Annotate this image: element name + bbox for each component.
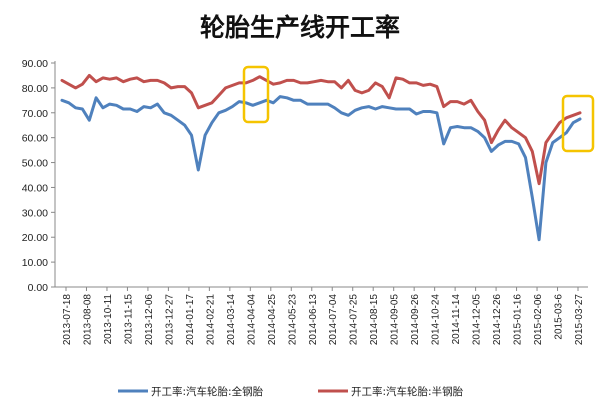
- highlight-box-march: [561, 94, 595, 153]
- x-tick-label: 2014-06-13: [308, 294, 319, 346]
- x-tick-label: 2014-03-14: [226, 294, 237, 346]
- x-tick-label: 2014-02-21: [205, 294, 216, 346]
- x-tick-label: 2014-09-05: [390, 294, 401, 346]
- x-tick-label: 2014-12-05: [472, 294, 483, 346]
- legend-label-series-1: 开工率:汽车轮胎:全钢胎: [151, 385, 264, 398]
- x-tick-label: 2013-10-11: [103, 294, 114, 345]
- y-tick-label: 80.00: [22, 83, 48, 95]
- y-tick-label: 30.00: [22, 207, 48, 219]
- x-tick-label: 2014-08-15: [369, 294, 380, 346]
- x-tick-label: 2014-10-24: [431, 294, 442, 346]
- y-tick-label: 90.00: [22, 58, 48, 70]
- chart-title: 轮胎生产线开工率: [199, 13, 400, 42]
- legend-label-series-2: 开工率:汽车轮胎:半钢胎: [351, 385, 464, 398]
- series-line-1: [60, 95, 582, 242]
- highlight-layer: [242, 65, 595, 153]
- x-tick-label: 2014-09-26: [410, 294, 421, 346]
- x-tick-label: 2013-12-27: [164, 294, 175, 346]
- x-tick-label: 2014-07-04: [328, 294, 339, 346]
- x-tick-label: 2014-11-14: [451, 294, 462, 345]
- legend: 开工率:汽车轮胎:全钢胎 开工率:汽车轮胎:半钢胎: [118, 385, 464, 398]
- y-tick-label: 0.00: [28, 282, 49, 294]
- x-tick-label: 2014-04-04: [246, 294, 257, 346]
- series-layer: [60, 73, 582, 242]
- x-tick-label: 2014-04-25: [267, 294, 278, 346]
- y-tick-label: 20.00: [22, 232, 48, 244]
- x-tick-label: 2015-02-06: [533, 294, 544, 346]
- x-tick-label: 2014-12-26: [492, 294, 503, 346]
- x-tick-label: 2013-07-18: [62, 294, 73, 346]
- x-tick-label: 2014-01-17: [185, 294, 196, 346]
- y-tick-label: 60.00: [22, 133, 48, 145]
- series-line-2: [60, 73, 582, 186]
- x-tick-label: 2013-08-08: [82, 294, 93, 346]
- y-tick-label: 50.00: [22, 158, 48, 170]
- y-tick-label: 70.00: [22, 108, 48, 120]
- x-tick-label: 2014-07-25: [349, 294, 360, 346]
- axes-layer: 0.00 10.00 20.00 30.00 40.00 50.00 60.00 70.00 8…: [22, 58, 588, 345]
- x-tick-label: 2013-12-06: [144, 294, 155, 346]
- x-tick-label: 2013-11-15: [123, 294, 134, 345]
- x-tick-label: 2014-05-23: [287, 294, 298, 346]
- y-tick-label: 40.00: [22, 182, 48, 194]
- highlight-box-april: [242, 65, 270, 124]
- y-tick-label: 10.00: [22, 257, 48, 269]
- x-tick-label: 2015-01-16: [513, 294, 524, 346]
- x-tick-label: 2015-03-6: [554, 294, 565, 340]
- x-tick-label: 2015-03-27: [574, 294, 585, 346]
